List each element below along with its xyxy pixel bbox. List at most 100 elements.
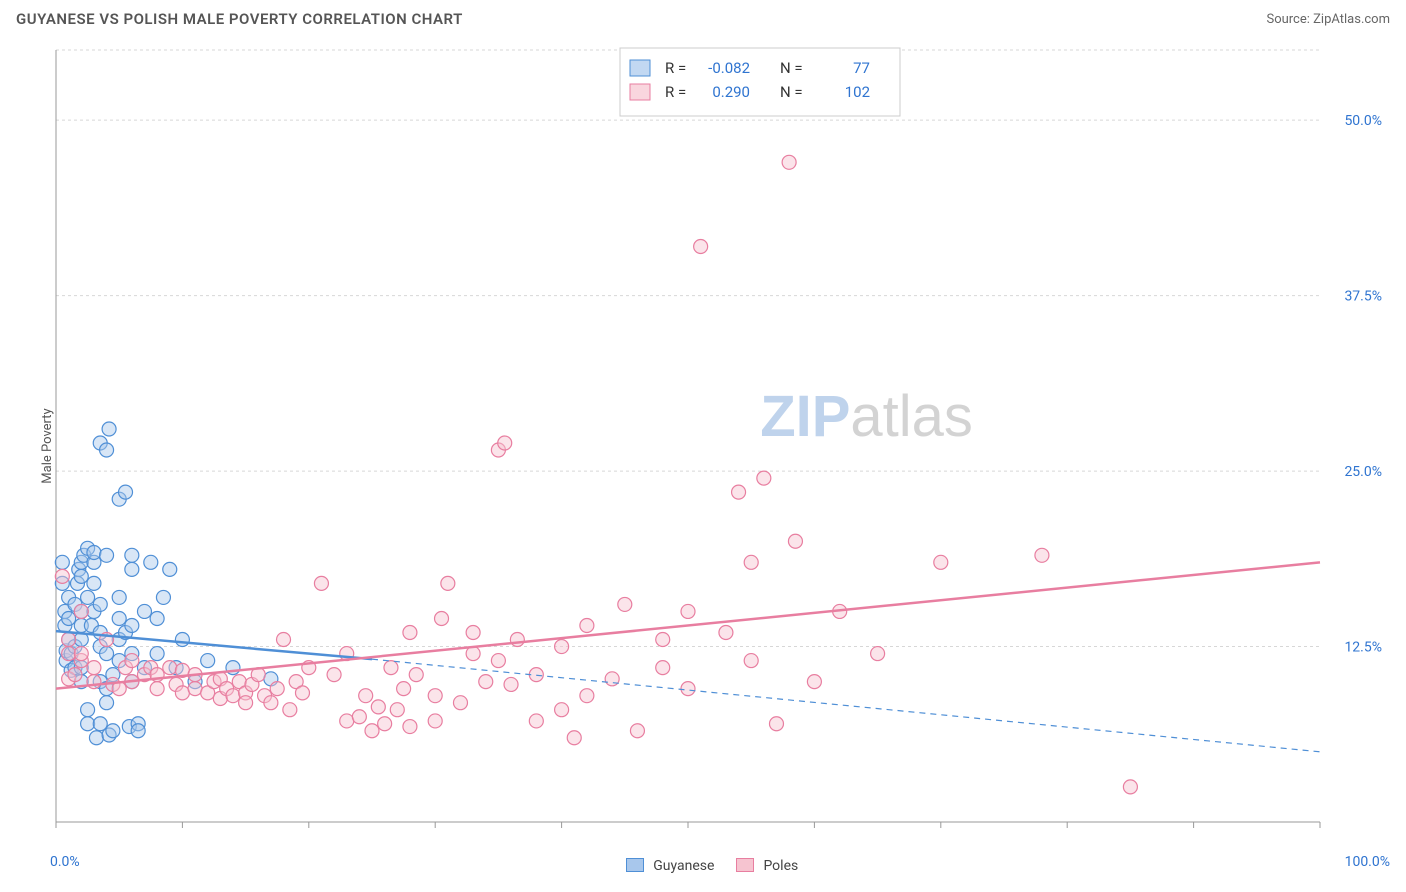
scatter-point: [371, 700, 385, 714]
scatter-chart: 12.5%25.0%37.5%50.0%ZIPatlasR =-0.082N =…: [50, 40, 1390, 832]
scatter-point: [352, 710, 366, 724]
scatter-point: [125, 562, 139, 576]
scatter-point: [89, 731, 103, 745]
scatter-point: [163, 562, 177, 576]
scatter-point: [504, 677, 518, 691]
scatter-point: [188, 682, 202, 696]
scatter-point: [74, 604, 88, 618]
legend-label-poles: Poles: [763, 858, 798, 874]
scatter-point: [81, 703, 95, 717]
scatter-point: [510, 633, 524, 647]
scatter-point: [498, 436, 512, 450]
scatter-point: [567, 731, 581, 745]
scatter-point: [441, 576, 455, 590]
scatter-point: [788, 534, 802, 548]
scatter-point: [403, 720, 417, 734]
scatter-point: [744, 555, 758, 569]
scatter-point: [555, 640, 569, 654]
scatter-point: [81, 717, 95, 731]
scatter-point: [125, 618, 139, 632]
scatter-point: [782, 155, 796, 169]
scatter-point: [62, 633, 76, 647]
svg-text:-0.082: -0.082: [708, 59, 750, 77]
legend-label-guyanese: Guyanese: [653, 858, 714, 874]
scatter-point: [378, 717, 392, 731]
svg-text:25.0%: 25.0%: [1344, 464, 1382, 480]
svg-text:37.5%: 37.5%: [1344, 289, 1382, 305]
scatter-point: [871, 647, 885, 661]
chart-title: GUYANESE VS POLISH MALE POVERTY CORRELAT…: [16, 10, 463, 28]
scatter-point: [428, 714, 442, 728]
scatter-point: [74, 569, 88, 583]
svg-text:12.5%: 12.5%: [1344, 640, 1382, 656]
svg-text:N =: N =: [780, 83, 803, 101]
scatter-point: [681, 682, 695, 696]
trend-line: [56, 562, 1320, 688]
scatter-point: [239, 696, 253, 710]
scatter-point: [264, 696, 278, 710]
scatter-point: [163, 661, 177, 675]
scatter-point: [150, 682, 164, 696]
scatter-point: [150, 611, 164, 625]
scatter-point: [365, 724, 379, 738]
svg-text:R =: R =: [665, 59, 686, 77]
scatter-point: [201, 654, 215, 668]
scatter-point: [618, 597, 632, 611]
svg-text:R =: R =: [665, 83, 686, 101]
scatter-point: [175, 633, 189, 647]
scatter-point: [125, 654, 139, 668]
scatter-point: [529, 714, 543, 728]
scatter-point: [150, 647, 164, 661]
scatter-point: [283, 703, 297, 717]
scatter-point: [694, 240, 708, 254]
scatter-point: [137, 604, 151, 618]
scatter-point: [144, 555, 158, 569]
scatter-point: [295, 686, 309, 700]
scatter-point: [555, 703, 569, 717]
scatter-point: [87, 576, 101, 590]
scatter-point: [314, 576, 328, 590]
scatter-point: [630, 724, 644, 738]
stats-swatch: [630, 84, 650, 100]
scatter-point: [491, 654, 505, 668]
scatter-point: [100, 443, 114, 457]
scatter-point: [719, 626, 733, 640]
scatter-point: [327, 668, 341, 682]
svg-text:0.290: 0.290: [712, 83, 750, 101]
scatter-point: [100, 647, 114, 661]
scatter-point: [112, 590, 126, 604]
scatter-point: [93, 597, 107, 611]
scatter-point: [100, 696, 114, 710]
scatter-point: [409, 668, 423, 682]
scatter-point: [397, 682, 411, 696]
scatter-point: [807, 675, 821, 689]
scatter-point: [681, 604, 695, 618]
scatter-point: [428, 689, 442, 703]
scatter-point: [87, 661, 101, 675]
scatter-point: [580, 689, 594, 703]
scatter-point: [656, 661, 670, 675]
svg-text:N =: N =: [780, 59, 803, 77]
scatter-point: [466, 626, 480, 640]
scatter-point: [744, 654, 758, 668]
scatter-point: [453, 696, 467, 710]
trend-line-dashed: [372, 659, 1320, 752]
scatter-point: [384, 661, 398, 675]
svg-text:77: 77: [853, 59, 870, 77]
scatter-point: [757, 471, 771, 485]
scatter-point: [226, 689, 240, 703]
scatter-point: [529, 668, 543, 682]
scatter-point: [62, 647, 76, 661]
scatter-point: [580, 618, 594, 632]
scatter-point: [125, 548, 139, 562]
scatter-point: [112, 611, 126, 625]
scatter-point: [87, 546, 101, 560]
scatter-point: [605, 672, 619, 686]
scatter-point: [81, 590, 95, 604]
legend-swatch-guyanese: [626, 858, 644, 872]
scatter-point: [769, 717, 783, 731]
scatter-point: [1035, 548, 1049, 562]
scatter-point: [55, 569, 69, 583]
scatter-point: [68, 668, 82, 682]
scatter-point: [277, 633, 291, 647]
